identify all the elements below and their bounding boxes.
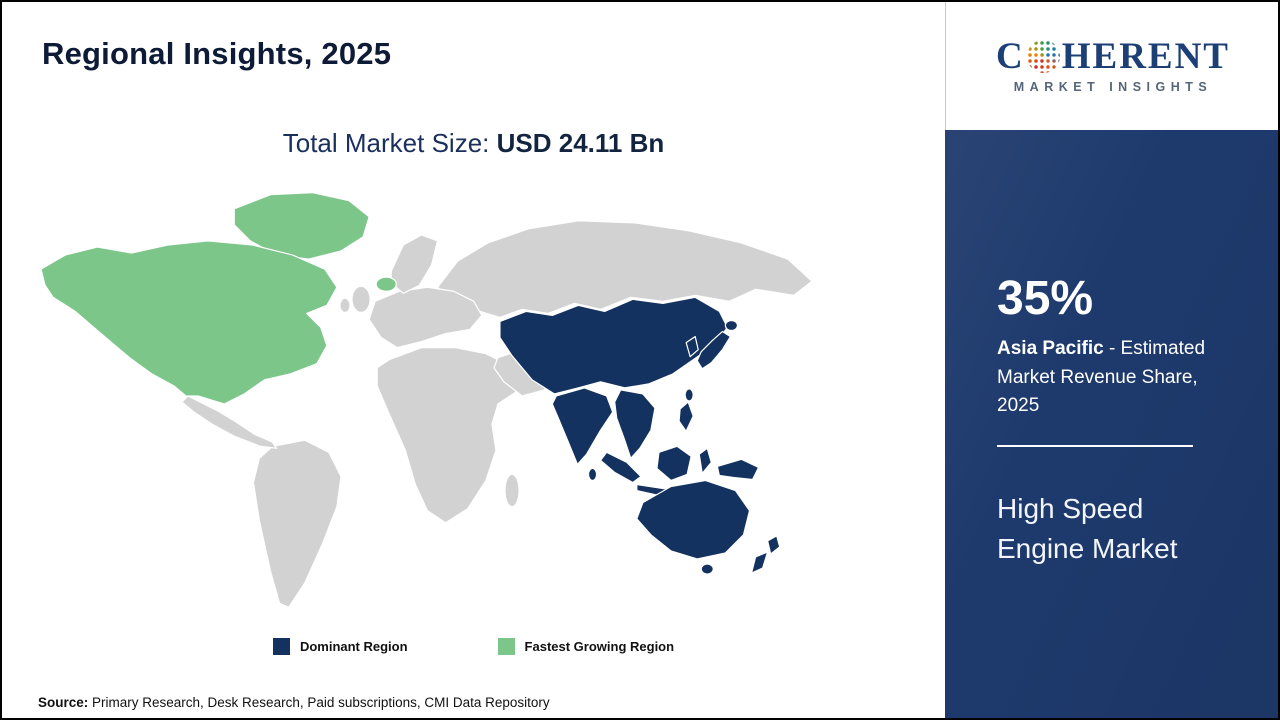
logo-dotted-o-icon — [1026, 40, 1060, 73]
map-region-central-america — [181, 395, 278, 449]
legend-item-fastest-growing: Fastest Growing Region — [497, 638, 675, 655]
dominant-region-swatch — [272, 638, 290, 655]
fastest-growing-region-label: Fastest Growing Region — [524, 639, 675, 654]
fastest-growing-region-landmass — [40, 192, 397, 405]
map-region-scandinavia — [390, 234, 439, 294]
map-region-africa — [376, 347, 527, 524]
map-region-iceland — [375, 276, 397, 292]
map-region-europe — [368, 286, 483, 349]
other-regions-landmass — [181, 220, 813, 608]
market-name: High Speed Engine Market — [997, 492, 1178, 565]
market-share-value: 35% — [997, 272, 1094, 325]
source-line: Source: Primary Research, Desk Research,… — [38, 695, 550, 710]
source-text: Primary Research, Desk Research, Paid su… — [88, 695, 550, 710]
map-region-borneo — [656, 445, 692, 482]
map-region-ireland — [339, 297, 351, 314]
region-name: Asia Pacific — [997, 338, 1104, 359]
map-region-hokkaido — [724, 319, 739, 332]
map-region-indochina — [614, 389, 656, 459]
logo-wordmark: C HERENT — [996, 38, 1230, 75]
page-title: Regional Insights, 2025 — [42, 36, 392, 71]
region-desc-text: - Estimated Market Revenue Share, 2025 — [997, 338, 1206, 416]
map-region-greenland — [233, 192, 370, 260]
logo-text-herent: HERENT — [1061, 36, 1230, 77]
total-market-size-value: USD 24.11 Bn — [496, 128, 665, 158]
legend: Dominant Region Fastest Growing Region — [2, 638, 945, 655]
map-region-india — [551, 387, 614, 465]
map-region-north-america — [40, 240, 338, 405]
map-region-sumatra — [599, 451, 642, 484]
map-region-sulawesi — [698, 447, 712, 475]
map-region-new-guinea — [716, 458, 760, 481]
world-map-svg — [40, 192, 813, 608]
company-logo: C HERENT MARKET INSIGHTS — [945, 2, 1278, 130]
highlight-panel: 35% Asia Pacific - Estimated Market Reve… — [945, 130, 1278, 718]
map-region-russia — [436, 220, 813, 319]
total-market-size-label: Total Market Size: — [282, 128, 497, 158]
map-region-madagascar — [504, 473, 520, 508]
panel-divider — [997, 444, 1193, 447]
map-region-korea — [685, 335, 699, 358]
map-region-new-zealand-south — [750, 551, 769, 574]
logo-text-c: C — [996, 36, 1025, 77]
map-region-new-zealand-north — [767, 535, 781, 555]
map-region-taiwan — [684, 388, 694, 402]
fastest-growing-region-swatch — [497, 638, 515, 655]
map-region-uk — [351, 285, 371, 314]
map-region-south-america — [252, 439, 342, 608]
legend-item-dominant: Dominant Region — [272, 638, 408, 655]
world-map — [37, 184, 822, 626]
logo-subtitle: MARKET INSIGHTS — [1013, 80, 1213, 94]
map-region-japan — [696, 330, 732, 370]
source-label: Source: — [38, 695, 89, 710]
map-region-philippines — [678, 401, 694, 432]
map-region-sri-lanka — [587, 467, 598, 482]
dominant-region-landmass — [499, 296, 781, 575]
map-region-tasmania — [700, 563, 714, 575]
dominant-region-label: Dominant Region — [299, 639, 408, 654]
map-region-australia — [636, 479, 751, 560]
sidebar: C HERENT MARKET INSIGHTS 35% Asia Pacifi… — [945, 2, 1278, 718]
total-market-size: Total Market Size: USD 24.11 Bn — [2, 128, 945, 159]
market-share-description: Asia Pacific - Estimated Market Revenue … — [997, 335, 1232, 421]
